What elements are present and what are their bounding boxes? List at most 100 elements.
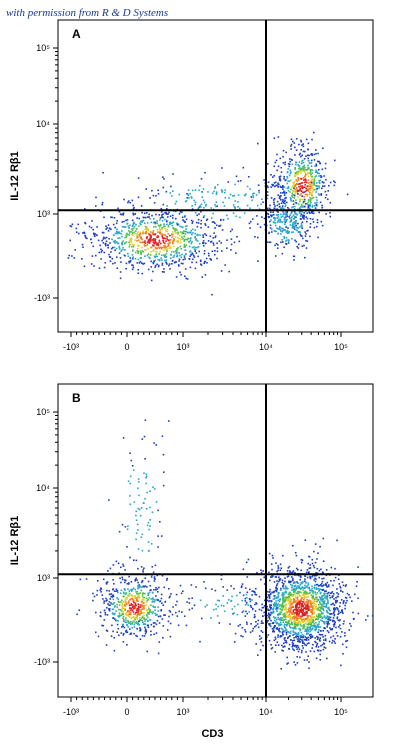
event-dot [313, 550, 315, 553]
event-dot [282, 619, 284, 621]
event-dot [300, 140, 303, 143]
event-dot [333, 623, 336, 626]
event-dot [308, 623, 311, 626]
event-dot [307, 167, 309, 169]
event-dot [309, 218, 312, 220]
event-dot [313, 607, 315, 610]
event-dot [294, 154, 296, 156]
event-dot [311, 611, 313, 613]
event-dot [214, 250, 216, 252]
event-dot [305, 181, 307, 183]
event-dot [192, 258, 194, 261]
event-dot [122, 601, 124, 603]
event-dot [307, 157, 309, 160]
event-dot [129, 611, 132, 614]
event-dot [280, 230, 282, 232]
event-dot [246, 185, 249, 188]
event-dot [298, 641, 301, 643]
event-dot [275, 590, 278, 593]
event-dot [147, 624, 149, 627]
event-dot [269, 625, 272, 628]
event-dot [140, 253, 142, 255]
event-dot [278, 580, 280, 583]
event-dot [309, 600, 312, 603]
event-dot [313, 575, 316, 577]
event-dot [181, 231, 184, 234]
event-dot [196, 225, 199, 228]
event-dot [311, 605, 314, 607]
event-dot [293, 599, 295, 601]
event-dot [295, 163, 297, 166]
event-dot [316, 199, 318, 201]
event-dot [321, 206, 323, 209]
event-dot [320, 568, 322, 571]
event-dot [288, 165, 291, 168]
event-dot [301, 559, 304, 561]
event-dot [306, 620, 309, 623]
event-dot [131, 465, 134, 467]
event-dot [289, 179, 292, 182]
event-dot [269, 591, 271, 593]
event-dot [279, 589, 282, 591]
event-dot [177, 624, 180, 627]
event-dot [311, 193, 313, 195]
event-dot [288, 180, 290, 183]
event-dot [272, 199, 275, 201]
event-dot [181, 253, 183, 256]
event-dot [311, 590, 313, 592]
event-dot [326, 657, 328, 660]
event-dot [214, 204, 216, 206]
event-dot [180, 262, 183, 265]
event-dot [302, 601, 305, 603]
event-dot [272, 607, 275, 609]
event-dot [135, 634, 137, 637]
event-dot [112, 579, 114, 581]
event-dot [268, 595, 271, 597]
event-dot [295, 199, 297, 201]
event-dot [315, 614, 318, 616]
event-dot [319, 179, 322, 182]
event-dot [269, 224, 272, 227]
y-axis-title: IL-12 Rβ1 [9, 516, 21, 566]
event-dot [191, 228, 194, 231]
event-dot [270, 174, 272, 176]
event-dot [321, 612, 324, 614]
event-dot [133, 559, 135, 561]
event-dot [354, 593, 356, 596]
event-dot [167, 620, 170, 623]
event-dot [301, 597, 303, 599]
event-dot [275, 230, 277, 233]
event-dot [69, 225, 72, 227]
event-dot [346, 599, 348, 602]
event-dot [305, 638, 308, 641]
event-dot [299, 218, 302, 220]
event-dot [292, 203, 295, 206]
event-dot [216, 599, 219, 602]
event-dot [307, 204, 309, 206]
event-dot [281, 239, 283, 241]
event-dot [309, 208, 311, 210]
event-dot [312, 196, 315, 199]
event-dot [128, 607, 131, 609]
event-dot [301, 235, 303, 237]
event-dot [292, 214, 295, 216]
event-dot [150, 221, 153, 224]
event-dot [85, 578, 88, 580]
event-dot [125, 598, 128, 601]
event-dot [317, 626, 319, 629]
event-dot [242, 610, 245, 612]
event-dot [319, 602, 321, 605]
event-dot [271, 576, 273, 578]
event-dot [300, 576, 302, 579]
event-dot [115, 588, 118, 590]
event-dot [283, 191, 285, 194]
event-dot [213, 232, 215, 234]
event-dot [310, 600, 313, 603]
event-dot [127, 626, 129, 628]
event-dot [323, 615, 326, 617]
event-dot [127, 602, 130, 604]
event-dot [161, 435, 164, 437]
event-dot [288, 600, 291, 603]
event-dot [151, 566, 154, 568]
event-dot [193, 246, 195, 248]
